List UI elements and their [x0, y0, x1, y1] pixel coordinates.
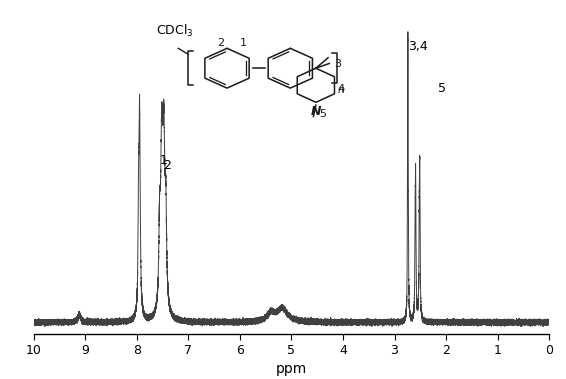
Text: 2: 2 — [217, 38, 225, 48]
Text: 1: 1 — [159, 154, 167, 167]
Text: 3,4: 3,4 — [408, 40, 427, 53]
Text: 5: 5 — [438, 82, 446, 95]
Text: 2: 2 — [164, 160, 171, 172]
Text: 5: 5 — [319, 109, 327, 119]
Text: N: N — [311, 105, 321, 118]
Text: 3: 3 — [334, 59, 341, 69]
Text: 1: 1 — [239, 38, 246, 48]
Text: CDCl$_3$: CDCl$_3$ — [156, 23, 194, 39]
X-axis label: ppm: ppm — [276, 362, 307, 376]
Text: 4: 4 — [337, 84, 345, 94]
Text: n: n — [337, 85, 344, 94]
